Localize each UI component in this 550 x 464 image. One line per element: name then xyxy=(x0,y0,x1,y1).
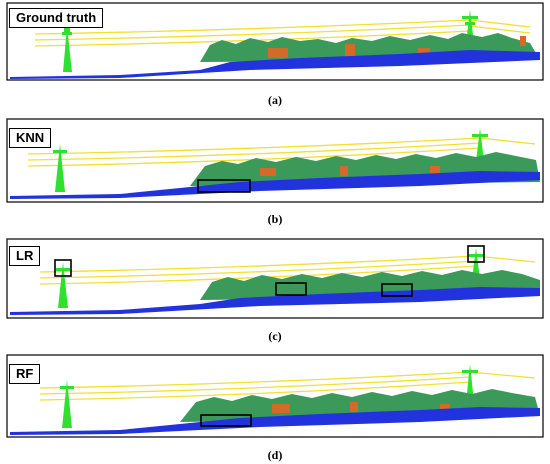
frame xyxy=(6,2,544,81)
pylon-left xyxy=(56,262,70,308)
pylon-left xyxy=(60,380,74,428)
caption-a: (a) xyxy=(268,93,282,107)
point-cloud-view-a xyxy=(6,2,544,81)
buildings xyxy=(272,402,450,413)
error-box xyxy=(467,245,485,263)
pylon-left xyxy=(62,27,72,72)
buildings xyxy=(260,166,440,176)
error-box xyxy=(200,414,252,427)
panel-a: Ground truth (a) xyxy=(0,0,550,112)
power-lines xyxy=(39,371,536,401)
caption-c: (c) xyxy=(268,329,282,343)
caption-d: (d) xyxy=(267,448,283,462)
panel-b: KNN (b) xyxy=(0,116,550,232)
ground xyxy=(10,50,540,79)
error-boxes xyxy=(54,245,485,297)
ground xyxy=(10,171,540,199)
power-lines xyxy=(27,137,536,167)
method-label-d: RF xyxy=(9,364,41,384)
panel-c: LR (c) xyxy=(0,236,550,348)
frame xyxy=(6,354,544,438)
point-cloud-view-d xyxy=(6,354,544,438)
ground xyxy=(10,287,540,315)
frame xyxy=(6,238,544,319)
method-label-c: LR xyxy=(9,246,41,266)
point-cloud-view-c xyxy=(6,238,544,319)
caption-b: (b) xyxy=(267,212,283,226)
method-label-b: KNN xyxy=(9,128,52,148)
frame xyxy=(6,118,544,203)
error-box xyxy=(381,283,413,297)
buildings xyxy=(268,36,526,58)
ground xyxy=(10,407,540,435)
panel-d: RF (d) xyxy=(0,352,550,464)
point-cloud-view-b xyxy=(6,118,544,203)
method-label-a: Ground truth xyxy=(9,8,104,28)
error-box xyxy=(197,179,251,193)
pylon-left xyxy=(53,144,67,192)
error-box xyxy=(275,282,307,296)
error-box xyxy=(54,259,72,277)
